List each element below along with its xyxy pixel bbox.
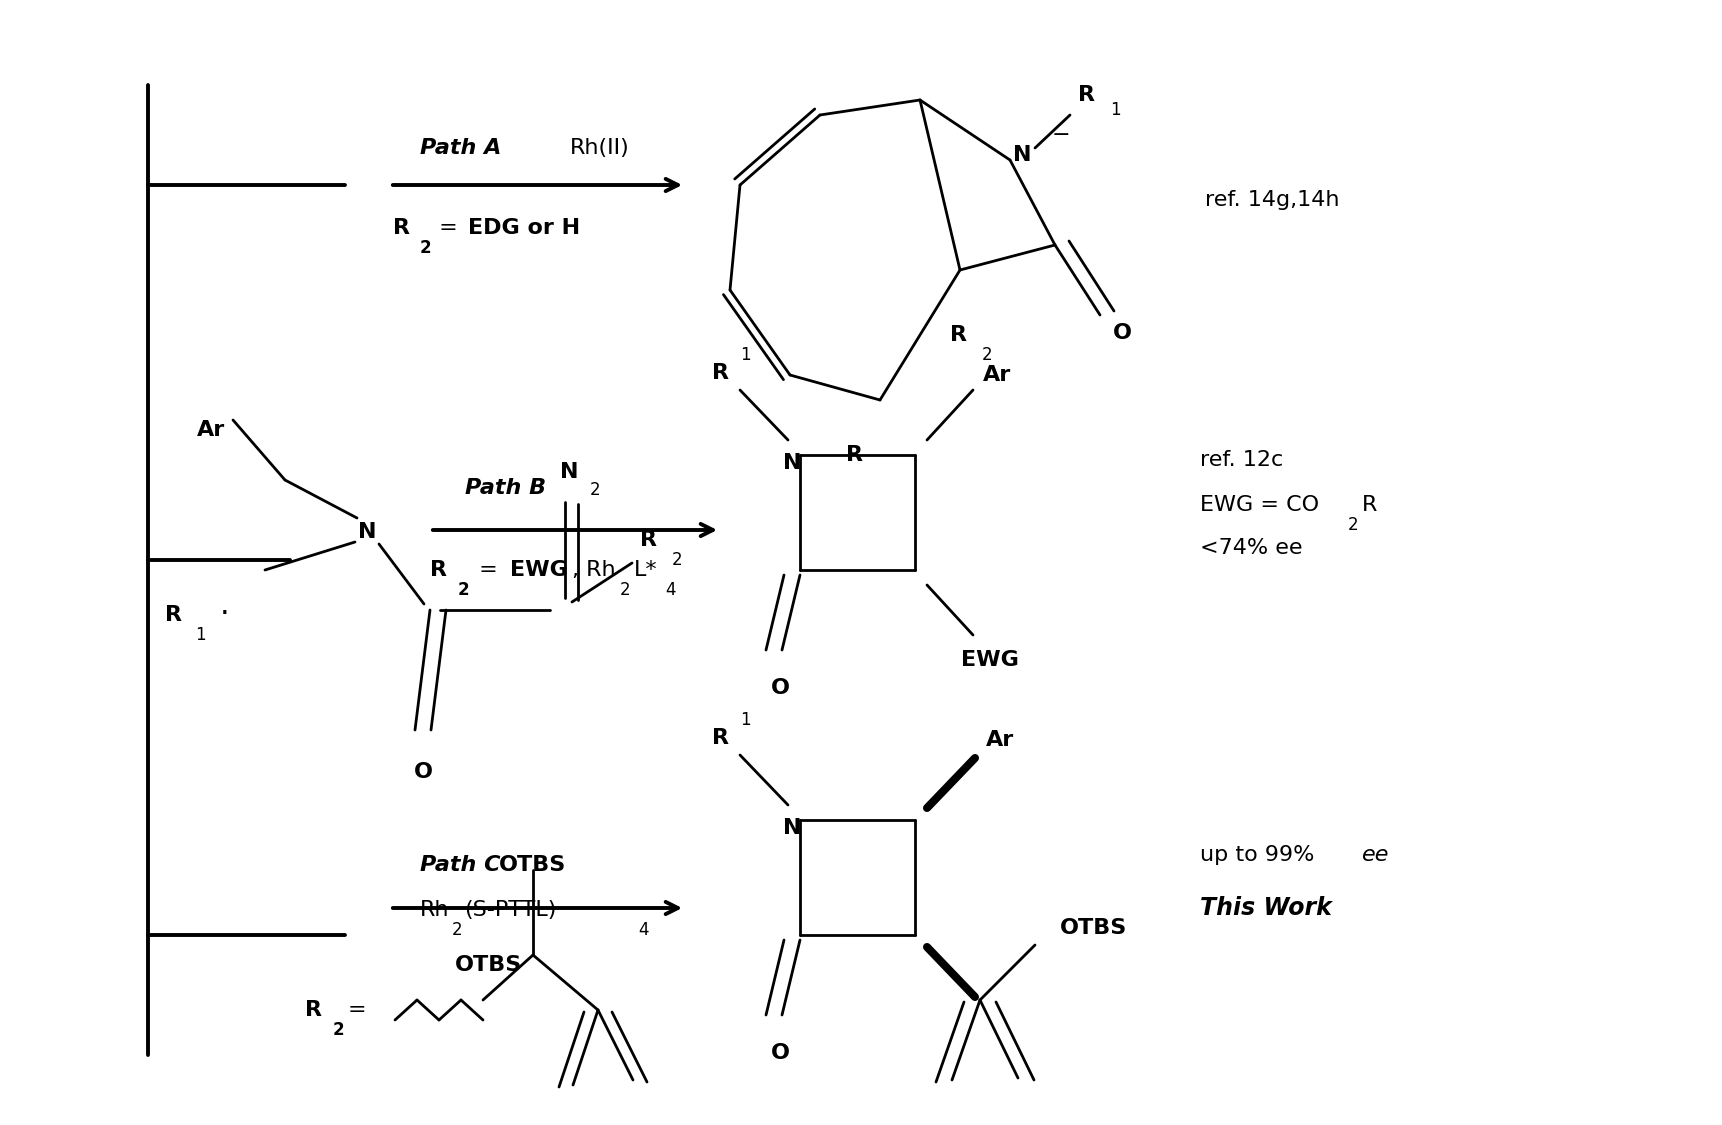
Text: 2: 2: [458, 580, 470, 598]
Text: 2: 2: [420, 238, 432, 256]
Text: 2: 2: [332, 1022, 344, 1040]
Text: up to 99%: up to 99%: [1200, 845, 1321, 865]
Text: N: N: [784, 818, 801, 838]
Text: =: =: [348, 1000, 367, 1020]
Text: 2: 2: [451, 921, 463, 939]
Text: , Rh: , Rh: [572, 560, 616, 580]
Text: R: R: [711, 363, 728, 382]
Text: Rh(II): Rh(II): [570, 138, 630, 158]
Text: ·: ·: [220, 601, 229, 630]
Text: 1: 1: [1111, 101, 1121, 119]
Text: N: N: [784, 453, 801, 472]
Text: EWG: EWG: [510, 560, 568, 580]
Text: <74% ee: <74% ee: [1200, 538, 1302, 558]
Text: 2: 2: [1348, 516, 1359, 534]
Text: R: R: [847, 446, 863, 465]
Text: Path A: Path A: [420, 138, 501, 158]
Text: R: R: [711, 728, 728, 748]
Text: L*: L*: [634, 560, 658, 580]
Text: EDG or H: EDG or H: [468, 218, 580, 238]
Text: 2: 2: [591, 482, 601, 500]
Text: R: R: [393, 218, 410, 238]
Text: R: R: [305, 1000, 322, 1020]
Text: Ar: Ar: [983, 364, 1011, 385]
Text: OTBS: OTBS: [499, 855, 567, 875]
Text: Path B: Path B: [465, 478, 546, 498]
Text: ee: ee: [1362, 845, 1390, 865]
Text: N: N: [1013, 145, 1031, 165]
Text: 4: 4: [665, 580, 675, 598]
Text: N: N: [358, 522, 375, 542]
Text: R: R: [641, 530, 658, 550]
Text: O: O: [770, 1043, 789, 1063]
Text: N: N: [560, 462, 579, 482]
Text: Ar: Ar: [987, 730, 1014, 750]
Text: R: R: [165, 605, 183, 626]
Text: 1: 1: [740, 346, 751, 364]
Text: −: −: [1052, 125, 1071, 145]
Text: 1: 1: [740, 711, 751, 729]
Text: 2: 2: [672, 551, 682, 569]
Text: R: R: [1078, 86, 1095, 105]
Text: R: R: [430, 560, 448, 580]
Text: ref. 14g,14h: ref. 14g,14h: [1205, 190, 1340, 210]
Text: O: O: [413, 762, 432, 782]
Text: 2: 2: [982, 346, 992, 364]
Text: EWG: EWG: [961, 650, 1019, 670]
Text: =: =: [472, 560, 505, 580]
Text: (S-PTTL): (S-PTTL): [463, 900, 556, 920]
Text: Ar: Ar: [196, 420, 226, 440]
Text: R: R: [1362, 495, 1378, 515]
Text: OTBS: OTBS: [455, 955, 522, 975]
Text: EWG = CO: EWG = CO: [1200, 495, 1319, 515]
Text: Path C: Path C: [420, 855, 501, 875]
Text: R: R: [951, 325, 968, 345]
Text: 2: 2: [620, 580, 630, 598]
Text: 1: 1: [195, 626, 205, 643]
Text: O: O: [1112, 323, 1131, 343]
Text: Rh: Rh: [420, 900, 449, 920]
Text: This Work: This Work: [1200, 896, 1331, 920]
Text: ref. 12c: ref. 12c: [1200, 450, 1283, 470]
Text: =: =: [432, 218, 465, 238]
Text: 4: 4: [637, 921, 649, 939]
Text: O: O: [770, 678, 789, 698]
Text: OTBS: OTBS: [1061, 918, 1128, 938]
